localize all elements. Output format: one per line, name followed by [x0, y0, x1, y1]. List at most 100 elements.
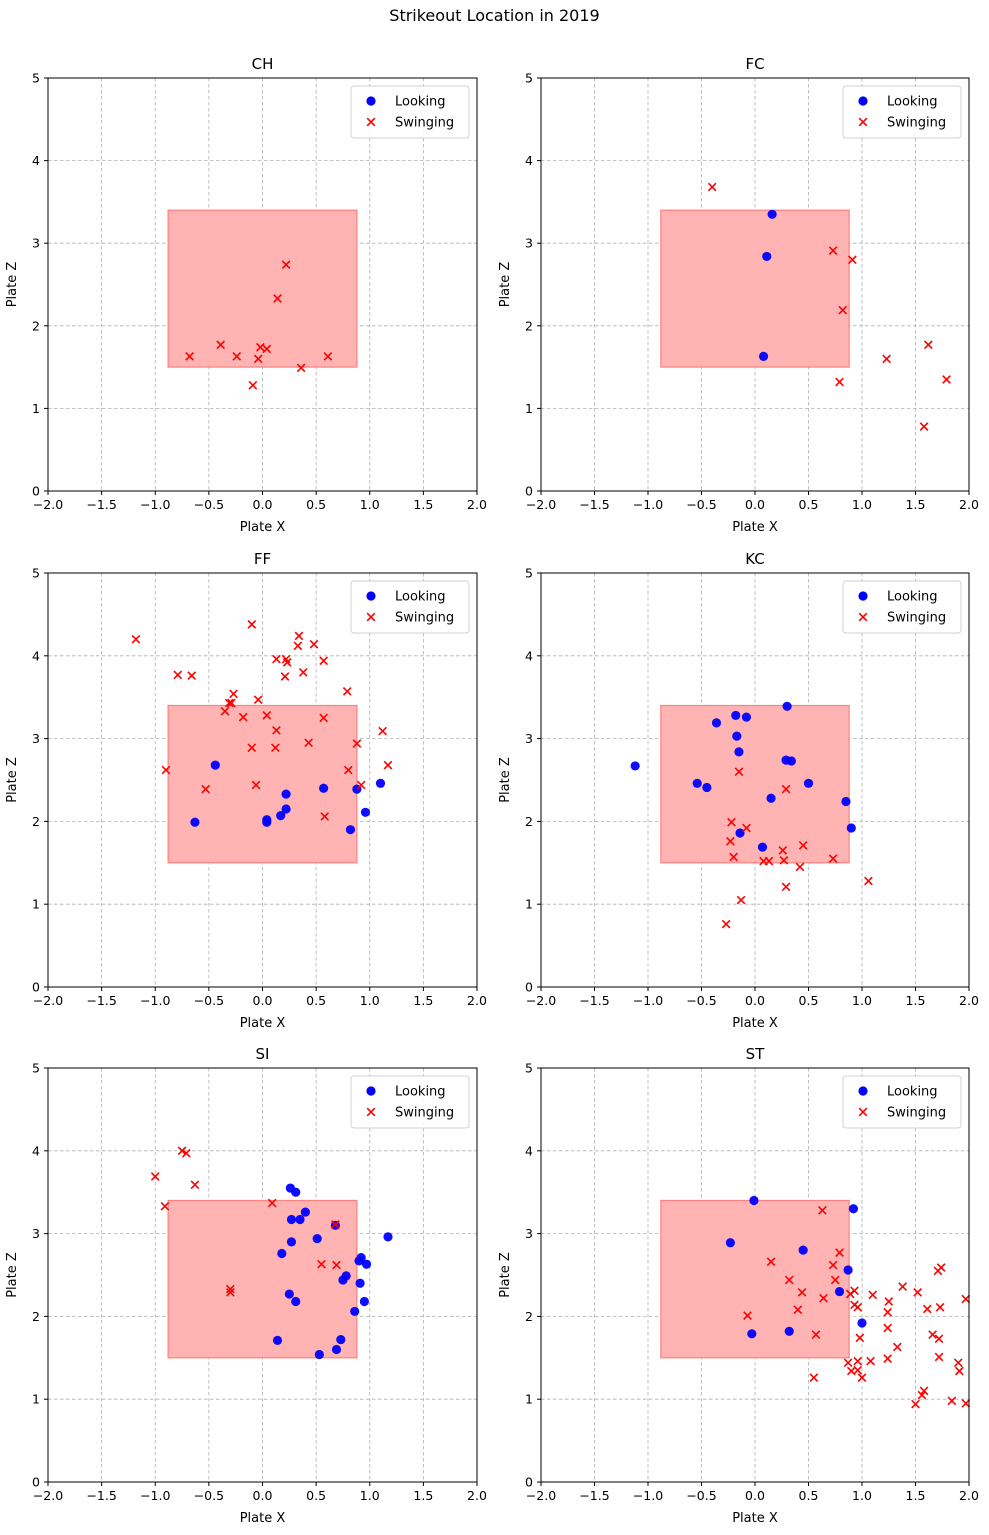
point-looking — [281, 789, 291, 799]
point-looking — [190, 817, 200, 827]
legend-label: Swinging — [887, 116, 946, 131]
point-swinging — [309, 639, 319, 649]
legend-marker-swinging — [366, 612, 376, 622]
point-swinging — [173, 670, 183, 680]
x-tick-label: 0.0 — [253, 1488, 273, 1503]
point-looking — [702, 782, 712, 793]
point-swinging — [729, 852, 738, 862]
point-swinging — [742, 823, 751, 833]
point-swinging — [131, 634, 141, 644]
x-tick-label: −1.0 — [633, 993, 663, 1008]
subplot-ch: CH −2.0 −1.5 −1.0 −0.5 0.0 0.5 1.0 1.5 2.0 0 1 2 3 4 5 P… — [5, 55, 487, 535]
point-swinging — [818, 1206, 827, 1215]
point-looking — [734, 747, 744, 757]
point-looking — [758, 351, 769, 361]
subplot-title: SI — [256, 1045, 270, 1063]
point-swinging — [383, 760, 393, 770]
point-swinging — [726, 836, 735, 846]
point-swinging — [848, 255, 857, 265]
strike-zone — [167, 1199, 358, 1359]
point-looking — [312, 1233, 322, 1244]
point-swinging — [317, 1259, 326, 1269]
point-swinging — [923, 340, 933, 350]
point-swinging — [320, 812, 330, 821]
y-tick-label: 2 — [525, 1309, 533, 1324]
x-tick-label: −1.5 — [86, 497, 116, 512]
point-looking — [350, 1306, 360, 1317]
y-tick-label: 0 — [32, 980, 40, 995]
y-tick-label: 0 — [525, 980, 533, 995]
legend-label: Looking — [395, 590, 446, 605]
point-swinging — [892, 1342, 902, 1352]
x-tick-label: −0.5 — [194, 497, 224, 512]
y-tick-label: 4 — [525, 1143, 533, 1158]
x-tick-label: −1.5 — [579, 993, 609, 1008]
x-tick-label: 2.0 — [467, 497, 487, 512]
legend-label: Looking — [887, 95, 938, 110]
point-swinging — [298, 667, 308, 677]
point-looking — [711, 718, 722, 728]
point-swinging — [843, 1358, 853, 1368]
point-looking — [692, 778, 702, 788]
point-swinging — [913, 1288, 923, 1297]
point-looking — [731, 710, 741, 721]
legend-marker-looking — [366, 1086, 376, 1096]
point-looking — [735, 828, 745, 838]
x-axis-label: Plate X — [732, 1016, 778, 1031]
x-tick-label: −1.5 — [86, 1488, 116, 1503]
y-axis-label: Plate Z — [5, 757, 20, 803]
point-swinging — [936, 1263, 946, 1272]
legend-box — [842, 1075, 962, 1129]
x-tick-label: 2.0 — [959, 497, 979, 512]
point-swinging — [248, 380, 258, 390]
point-swinging — [227, 698, 236, 708]
subplot-fc: FC −2.0 −1.5 −1.0 −0.5 0.0 0.5 1.0 1.5 2.0 0 1 2 3 4 5 P… — [498, 55, 979, 535]
point-swinging — [304, 738, 313, 748]
point-swinging — [225, 1284, 235, 1294]
x-tick-label: −2.0 — [526, 497, 556, 512]
point-looking — [782, 701, 792, 711]
y-tick-label: 4 — [32, 648, 40, 663]
point-swinging — [160, 1201, 170, 1211]
point-swinging — [187, 671, 197, 681]
x-tick-label: 0.0 — [745, 993, 765, 1008]
legend-label: Swinging — [395, 611, 454, 626]
x-tick-label: 0.5 — [799, 497, 819, 512]
point-swinging — [781, 784, 791, 794]
point-swinging — [331, 1220, 340, 1229]
point-looking — [798, 1245, 808, 1255]
point-swinging — [271, 743, 280, 753]
legend-label: Swinging — [887, 1106, 946, 1121]
point-swinging — [707, 182, 717, 192]
point-looking — [846, 823, 856, 833]
x-axis-label: Plate X — [240, 1016, 286, 1031]
x-tick-label: 0.0 — [253, 993, 273, 1008]
subplot-ff: FF −2.0 −1.5 −1.0 −0.5 0.0 0.5 1.0 1.5 2.0 0 1 2 3 4 5 P… — [5, 550, 487, 1031]
point-swinging — [736, 895, 746, 905]
point-swinging — [883, 1323, 893, 1333]
legend-box — [842, 580, 962, 634]
y-axis-label: Plate Z — [498, 1252, 513, 1298]
point-swinging — [319, 656, 328, 666]
point-swinging — [764, 856, 774, 866]
x-tick-label: −1.0 — [140, 497, 170, 512]
legend-box — [350, 85, 470, 139]
x-tick-label: 0.0 — [253, 497, 273, 512]
y-tick-label: 3 — [525, 1226, 533, 1241]
x-tick-label: −1.5 — [579, 1488, 609, 1503]
x-tick-label: 0.5 — [306, 497, 326, 512]
point-looking — [786, 756, 796, 766]
point-looking — [356, 1253, 366, 1263]
y-tick-label: 5 — [32, 71, 40, 86]
y-tick-label: 2 — [32, 814, 40, 829]
point-swinging — [247, 743, 257, 753]
x-tick-label: −1.5 — [86, 993, 116, 1008]
point-swinging — [225, 1288, 235, 1297]
x-tick-label: −2.0 — [33, 497, 63, 512]
point-looking — [314, 1349, 324, 1360]
subplot-title: CH — [252, 55, 274, 73]
y-tick-label: 5 — [525, 566, 533, 581]
point-looking — [375, 778, 386, 788]
point-looking — [747, 1329, 757, 1339]
